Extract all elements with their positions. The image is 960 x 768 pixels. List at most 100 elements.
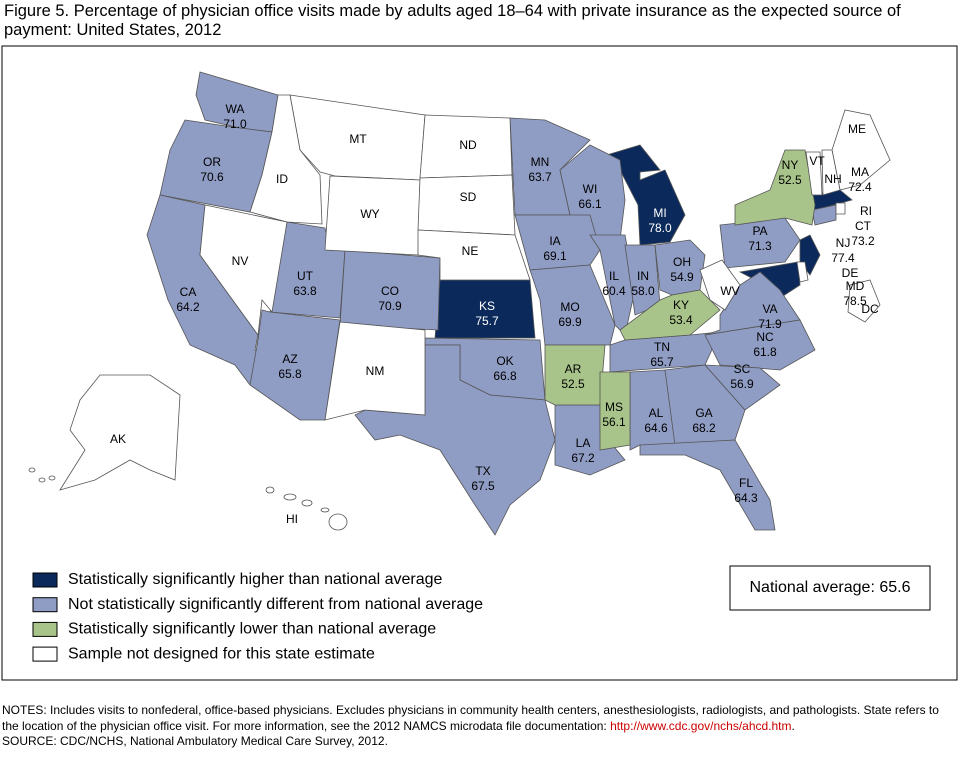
- state-value: 66.1: [578, 197, 602, 211]
- state-abbr: AR: [565, 362, 582, 376]
- state-value: 64.2: [176, 300, 200, 314]
- state-abbr: MT: [349, 132, 367, 146]
- state-value: 56.1: [602, 415, 626, 429]
- state-value: 61.8: [753, 345, 777, 359]
- state-value: 65.7: [650, 355, 674, 369]
- state-shape: [796, 261, 809, 283]
- state-shape: [417, 229, 531, 281]
- notes-link[interactable]: http://www.cdc.gov/nchs/ahcd.htm: [610, 718, 792, 733]
- legend-swatch: [32, 597, 58, 613]
- legend-swatch: [32, 646, 58, 662]
- state-value: 72.4: [848, 180, 872, 194]
- state-abbr: OR: [203, 155, 221, 169]
- state-value: 52.5: [561, 377, 585, 391]
- state-shape: [320, 507, 330, 513]
- state-abbr: MD: [846, 279, 865, 293]
- state-abbr: GA: [695, 406, 712, 420]
- title: Figure 5. Percentage of physician office…: [4, 2, 901, 39]
- state-value: 63.7: [528, 170, 552, 184]
- state-abbr: TX: [475, 464, 490, 478]
- state-abbr: SD: [460, 190, 477, 204]
- state-abbr: ND: [459, 138, 477, 152]
- state-value: 52.5: [778, 173, 802, 187]
- state-shape: [704, 319, 816, 371]
- legend-swatch: [32, 572, 58, 588]
- state-abbr: ME: [848, 122, 866, 136]
- state-abbr: NC: [756, 330, 774, 344]
- state-abbr: MI: [653, 206, 666, 220]
- state-abbr: AL: [649, 406, 664, 420]
- notes-text: NOTES: Includes visits to nonfederal, of…: [2, 703, 939, 733]
- state-abbr: IL: [609, 269, 619, 283]
- state-value: 65.8: [278, 367, 302, 381]
- state-value: 69.9: [558, 315, 582, 329]
- state-abbr: CT: [855, 219, 872, 233]
- state-abbr: NV: [232, 254, 249, 268]
- state-abbr: MA: [851, 165, 869, 179]
- state-abbr: RI: [860, 204, 872, 218]
- state-shape: [339, 249, 441, 331]
- national-average: National average: 65.6: [749, 579, 910, 596]
- state-abbr: KY: [673, 298, 689, 312]
- state-abbr: WI: [583, 182, 598, 196]
- state-shape: [639, 439, 776, 531]
- state-value: 71.3: [748, 239, 772, 253]
- state-shape: [821, 149, 841, 196]
- state-shape: [811, 204, 837, 226]
- state-abbr: NY: [782, 158, 799, 172]
- national-average-box: [729, 565, 931, 611]
- state-value: 56.9: [730, 377, 754, 391]
- state-abbr: WV: [720, 284, 739, 298]
- legend-label: Sample not designed for this state estim…: [68, 645, 375, 662]
- state-abbr: OK: [496, 354, 513, 368]
- source: SOURCE: CDC/NCHS, National Ambulatory Me…: [2, 734, 388, 748]
- state-value: 70.6: [200, 170, 224, 184]
- state-shape: [265, 486, 275, 494]
- notes: NOTES: Includes visits to nonfederal, of…: [2, 703, 957, 750]
- state-shape: [328, 513, 348, 531]
- state-shape: [699, 259, 741, 311]
- state-abbr: CA: [180, 285, 197, 299]
- state-abbr: HI: [286, 512, 298, 526]
- state-value: 64.3: [734, 491, 758, 505]
- state-abbr: AZ: [282, 352, 297, 366]
- state-value: 54.9: [670, 270, 694, 284]
- state-abbr: IN: [637, 269, 649, 283]
- state-value: 78.0: [648, 221, 672, 235]
- state-shape: [704, 271, 801, 336]
- state-shape: [199, 204, 288, 337]
- state-value: 58.0: [631, 284, 655, 298]
- island: [48, 475, 56, 481]
- state-abbr: DE: [842, 266, 859, 280]
- legend-swatch: [32, 621, 58, 637]
- state-abbr: VT: [809, 154, 825, 168]
- legend-label: Statistically significantly higher than …: [68, 571, 443, 588]
- state-abbr: WA: [226, 102, 245, 116]
- state-abbr: SC: [734, 362, 751, 376]
- state-value: 75.7: [475, 314, 499, 328]
- state-shape: [847, 279, 881, 323]
- state-abbr: ID: [276, 172, 288, 186]
- state-abbr: DC: [861, 302, 879, 316]
- states: [28, 71, 891, 536]
- state-abbr: OH: [673, 255, 691, 269]
- state-abbr: CO: [381, 284, 399, 298]
- state-abbr: MN: [531, 155, 550, 169]
- state-shape: [544, 344, 606, 406]
- state-shape: [283, 493, 297, 501]
- state-value: 60.4: [602, 284, 626, 298]
- state-shape: [835, 202, 846, 215]
- state-abbr: UT: [297, 269, 314, 283]
- state-abbr: VA: [762, 302, 777, 316]
- state-value: 71.9: [758, 317, 782, 331]
- state-shape: [59, 374, 181, 491]
- state-abbr: KS: [479, 299, 495, 313]
- notes-end: .: [791, 718, 795, 733]
- state-value: 69.1: [543, 249, 567, 263]
- state-shape: [805, 151, 823, 196]
- state-abbr: MO: [560, 300, 579, 314]
- state-value: 78.5: [843, 294, 867, 308]
- state-value: 66.8: [493, 369, 517, 383]
- state-value: 64.6: [644, 421, 668, 435]
